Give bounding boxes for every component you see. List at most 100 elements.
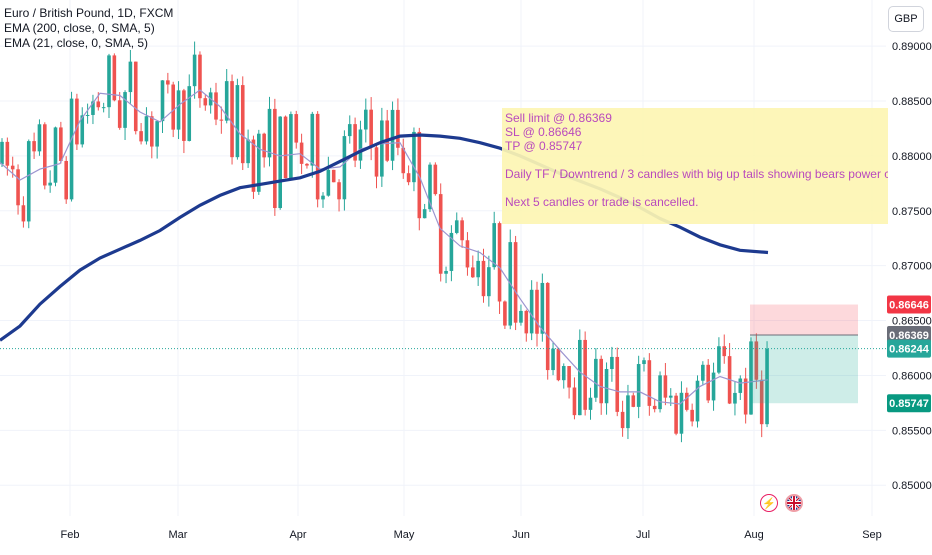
candle-body (567, 366, 571, 388)
candle-body (198, 54, 202, 99)
x-tick-label: Apr (289, 529, 306, 541)
candle-body (551, 348, 555, 371)
candle-body (347, 124, 352, 137)
candle-body (80, 115, 85, 145)
x-tick-label: Aug (744, 529, 764, 541)
candle-body (631, 395, 636, 407)
candle-body (668, 395, 673, 398)
candle-body (246, 139, 250, 164)
candle-body (717, 346, 721, 373)
candle-body (59, 127, 63, 161)
candle-body (150, 116, 154, 147)
candle-body (224, 81, 229, 121)
candle-body (331, 169, 336, 183)
candle-body (417, 131, 422, 219)
candle-body (10, 165, 15, 170)
currency-button[interactable]: GBP (888, 6, 924, 32)
candle-body (96, 101, 101, 108)
candle-body (128, 61, 133, 93)
candle-body (390, 109, 395, 161)
trade-note[interactable]: Sell limit @ 0.86369 SL @ 0.86646 TP @ 0… (502, 108, 888, 224)
lightning-icon[interactable]: ⚡ (760, 494, 778, 512)
candle-body (652, 405, 657, 410)
candle-body (636, 364, 641, 407)
candle-body (240, 85, 245, 164)
candle-body (267, 108, 272, 158)
note-validity: Next 5 candles or trade is cancelled. (505, 195, 699, 209)
candle-body (380, 120, 384, 177)
candle-body (315, 113, 320, 200)
candle-body (588, 397, 593, 410)
candle-body (21, 205, 26, 222)
candle-body (16, 169, 20, 206)
y-tick-label: 0.88000 (892, 151, 932, 163)
candle-body (722, 346, 727, 357)
candle-body (219, 119, 224, 121)
candle-body (492, 223, 496, 268)
y-tick-label: 0.89000 (892, 41, 932, 53)
candle-body (171, 84, 175, 130)
x-tick-label: May (394, 529, 415, 541)
candle-body (449, 232, 454, 271)
price-tag-take_profit (887, 394, 931, 413)
candle-body (535, 289, 539, 334)
candle-body (235, 85, 240, 158)
candle-body (583, 339, 587, 410)
candle-body (353, 124, 357, 161)
candle-body (107, 55, 111, 108)
candle-body (749, 341, 753, 415)
candle-body (594, 358, 598, 398)
y-tick-label: 0.87000 (892, 261, 932, 273)
candle-body (176, 90, 181, 130)
candle-body (112, 55, 117, 101)
candle-body (406, 173, 411, 183)
candle-body (658, 375, 662, 410)
candle-body (604, 369, 609, 404)
symbol-title[interactable]: Euro / British Pound, 1D, FXCM (4, 6, 174, 20)
x-tick-label: Jun (512, 529, 530, 541)
candle-body (476, 260, 480, 278)
stop-loss-zone (750, 304, 858, 335)
candle-body (545, 282, 550, 371)
candle-body (289, 114, 293, 179)
x-tick-label: Jul (636, 529, 650, 541)
ema200-legend[interactable]: EMA (200, close, 0, SMA, 5) (4, 21, 155, 35)
candle-body (139, 131, 143, 142)
candle-body (460, 220, 464, 241)
candle-body (540, 282, 545, 334)
price-tag-last (887, 339, 931, 358)
candle-body (123, 92, 127, 128)
candle-body (187, 86, 192, 141)
uk-flag-icon[interactable] (785, 494, 803, 512)
candle-body (412, 131, 416, 183)
candle-body (273, 108, 277, 209)
candle-body (64, 160, 68, 200)
candle-body (487, 267, 491, 297)
candle-body (701, 364, 705, 381)
candle-body (497, 223, 502, 302)
price-tag-label-take_profit: 0.85747 (889, 398, 929, 410)
candle-body (337, 182, 341, 200)
candle-body (481, 260, 486, 297)
chart-legend: Euro / British Pound, 1D, FXCM EMA (200,… (4, 6, 173, 51)
y-tick-label: 0.86500 (892, 316, 932, 328)
candle-body (444, 270, 448, 274)
candle-body (133, 61, 138, 132)
candle-body (230, 81, 234, 158)
candle-body (192, 54, 197, 87)
candle-body (610, 356, 614, 370)
candle-body (754, 341, 759, 380)
candle-body (364, 109, 368, 130)
candle-body (0, 141, 4, 165)
candle-body (513, 242, 518, 323)
candle-body (572, 387, 577, 416)
candle-body (422, 209, 427, 219)
union-jack-icon (787, 496, 801, 510)
take-profit-zone (750, 334, 858, 404)
candle-body (182, 90, 186, 141)
candle-body (305, 163, 309, 166)
candle-body (615, 356, 620, 412)
ema21-legend[interactable]: EMA (21, close, 0, SMA, 5) (4, 36, 149, 50)
